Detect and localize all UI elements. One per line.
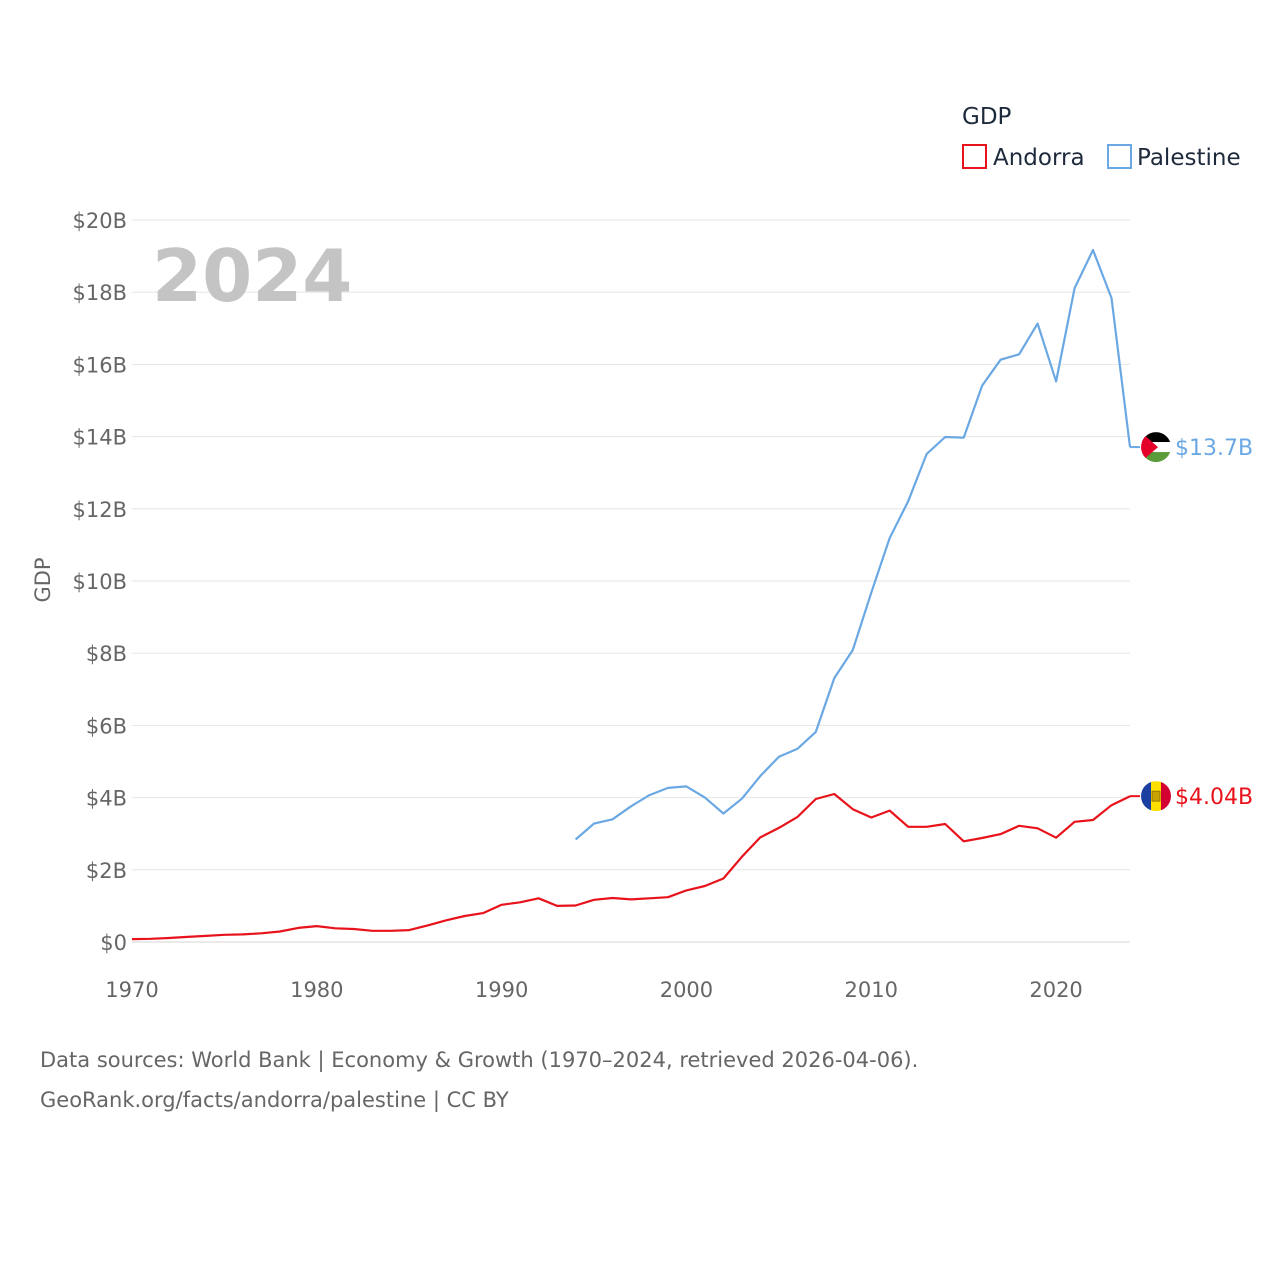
y-tick-label: $12B <box>73 498 128 522</box>
palestine-flag-icon <box>1141 432 1171 463</box>
end-value-label-andorra: $4.04B <box>1175 785 1253 810</box>
source-note: Data sources: World Bank | Economy & Gro… <box>40 1040 918 1120</box>
y-tick-label: $4B <box>86 787 127 811</box>
y-axis-ticks: $0 $2B $4B $6B $8B $10B $12B $14B $16B $18B $20B <box>73 209 128 955</box>
legend-swatch-andorra[interactable] <box>962 144 987 169</box>
x-tick-label: 1980 <box>290 978 343 1002</box>
x-tick-label: 2020 <box>1029 978 1082 1002</box>
y-tick-label: $8B <box>86 642 127 666</box>
x-tick-label: 1970 <box>105 978 158 1002</box>
y-tick-label: $20B <box>73 209 128 233</box>
legend: GDP Andorra Palestine <box>962 104 1241 171</box>
gdp-line-chart: $0 $2B $4B $6B $8B $10B $12B $14B $16B $18B $20B 1… <box>31 104 1253 1002</box>
andorra-flag-icon <box>1141 781 1171 812</box>
y-tick-label: $0 <box>100 931 127 955</box>
series-lines <box>131 248 1132 941</box>
series-end-labels: $4.04B $13.7B <box>1130 432 1253 812</box>
x-axis-ticks: 1970 1980 1990 2000 2010 2020 <box>105 978 1083 1002</box>
series-line-palestine[interactable] <box>574 248 1132 841</box>
y-tick-label: $16B <box>73 353 128 377</box>
legend-label-andorra[interactable]: Andorra <box>993 145 1085 171</box>
end-value-label-palestine: $13.7B <box>1175 436 1253 461</box>
y-tick-label: $18B <box>73 281 128 305</box>
legend-title: GDP <box>962 104 1012 130</box>
y-tick-label: $2B <box>86 859 127 883</box>
x-tick-label: 2010 <box>845 978 898 1002</box>
y-tick-label: $14B <box>73 426 128 450</box>
year-label: 2024 <box>152 234 352 318</box>
legend-swatch-palestine[interactable] <box>1107 144 1132 169</box>
x-tick-label: 2000 <box>660 978 713 1002</box>
y-tick-label: $10B <box>73 570 128 594</box>
source-line-2[interactable]: GeoRank.org/facts/andorra/palestine | CC… <box>40 1088 509 1112</box>
source-line-1: Data sources: World Bank | Economy & Gro… <box>40 1048 919 1072</box>
series-line-andorra[interactable] <box>131 792 1131 941</box>
grid-lines <box>132 219 1130 943</box>
x-tick-label: 1990 <box>475 978 528 1002</box>
y-axis-label: GDP <box>31 557 55 602</box>
legend-label-palestine[interactable]: Palestine <box>1137 145 1241 171</box>
y-tick-label: $6B <box>86 714 127 738</box>
